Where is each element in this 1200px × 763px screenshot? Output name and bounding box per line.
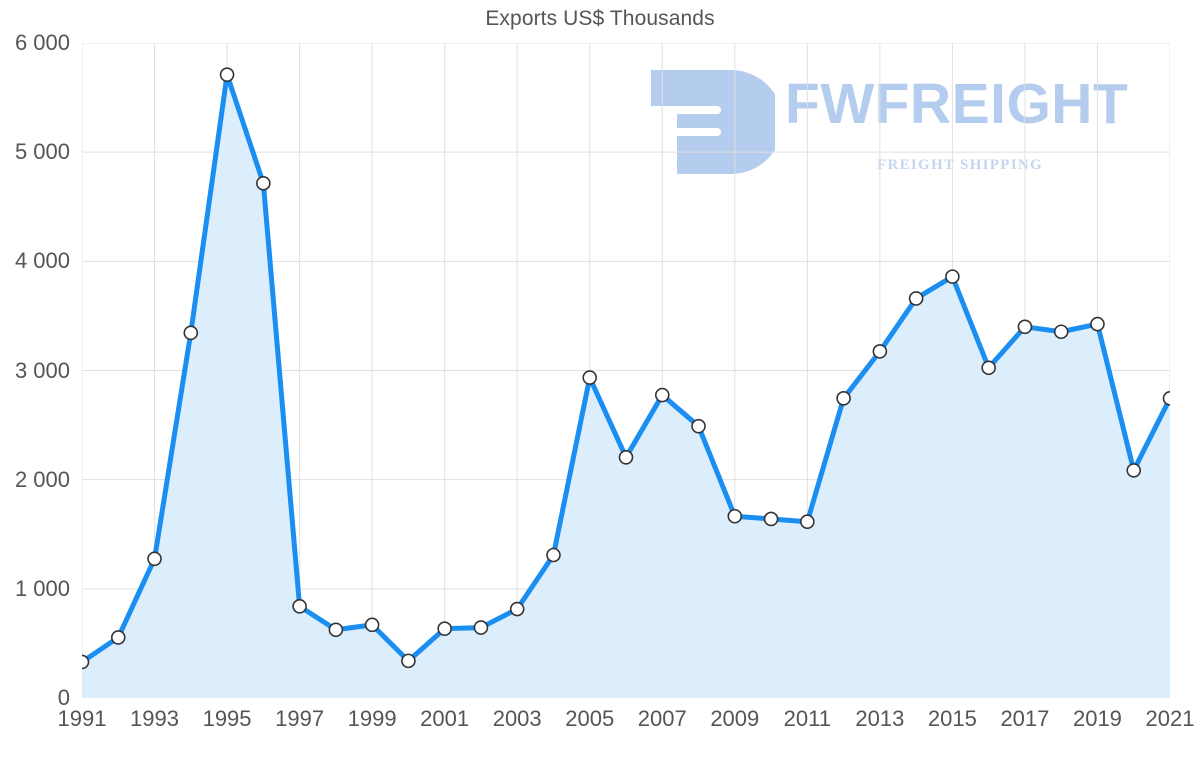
x-axis-tick-label: 2017 <box>1000 706 1050 731</box>
data-point-marker[interactable] <box>1126 463 1142 478</box>
data-point-marker[interactable] <box>1017 319 1033 335</box>
y-axis-tick-label: 6 000 <box>14 30 70 55</box>
data-point-marker[interactable] <box>763 511 779 527</box>
data-point-marker[interactable] <box>364 617 380 633</box>
data-point-marker[interactable] <box>437 621 452 636</box>
x-axis-tick-label: 1993 <box>130 706 179 731</box>
x-axis-tick-label: 1991 <box>57 706 107 731</box>
data-point-marker[interactable] <box>1162 391 1171 406</box>
x-axis-tick-label: 2015 <box>927 706 977 731</box>
y-axis-tick-label: 0 <box>57 685 70 710</box>
data-point-marker[interactable] <box>546 547 561 563</box>
y-axis-tick-label: 1 000 <box>14 575 70 601</box>
data-point-marker[interactable] <box>473 620 489 635</box>
area-fill <box>82 74 1170 698</box>
x-axis-tick-label: 2021 <box>1145 706 1195 731</box>
data-point-marker[interactable] <box>727 508 743 524</box>
data-point-marker[interactable] <box>256 175 271 191</box>
x-axis-tick-label: 2001 <box>420 706 470 731</box>
data-point-marker[interactable] <box>872 344 888 359</box>
y-axis-tick-label: 5 000 <box>14 139 70 165</box>
y-axis-tick-label: 4 000 <box>14 248 70 274</box>
data-point-markers <box>82 67 1171 670</box>
data-point-marker[interactable] <box>401 653 416 669</box>
x-axis-tick-label: 1995 <box>202 706 252 731</box>
data-point-marker[interactable] <box>110 630 126 645</box>
data-point-marker[interactable] <box>82 654 90 670</box>
x-axis-tick-label: 2011 <box>783 706 831 731</box>
plot-area <box>82 43 1170 698</box>
data-point-marker[interactable] <box>582 370 598 385</box>
data-point-marker[interactable] <box>292 598 307 614</box>
x-axis-tick-label: 2005 <box>565 706 615 731</box>
y-axis-tick-label: 3 000 <box>14 357 70 383</box>
data-point-marker[interactable] <box>509 601 525 617</box>
data-point-marker[interactable] <box>654 387 670 403</box>
data-point-marker[interactable] <box>836 391 851 406</box>
x-axis-tick-label: 2003 <box>492 706 542 731</box>
data-point-marker[interactable] <box>618 449 634 465</box>
x-axis-tick-label: 2019 <box>1072 706 1122 731</box>
x-axis-tick-label: 2007 <box>637 706 687 731</box>
data-point-marker[interactable] <box>691 418 706 434</box>
data-point-marker[interactable] <box>1090 316 1105 332</box>
x-axis-tick-label: 2013 <box>855 706 905 731</box>
data-point-marker[interactable] <box>183 325 199 341</box>
chart-title: Exports US$ Thousands <box>485 7 715 30</box>
data-point-marker[interactable] <box>981 360 996 376</box>
data-point-marker[interactable] <box>328 622 344 638</box>
y-axis-tick-label: 2 000 <box>14 466 70 492</box>
data-point-marker[interactable] <box>219 67 235 82</box>
x-axis-tick-label: 2009 <box>710 706 760 731</box>
data-point-marker[interactable] <box>800 514 815 530</box>
data-point-marker[interactable] <box>945 269 960 284</box>
data-point-marker[interactable] <box>908 291 924 306</box>
x-axis-tick-label: 1999 <box>347 706 397 731</box>
x-axis-tick-label: 1997 <box>275 706 325 731</box>
data-point-marker[interactable] <box>1053 324 1069 340</box>
data-point-marker[interactable] <box>147 551 162 567</box>
